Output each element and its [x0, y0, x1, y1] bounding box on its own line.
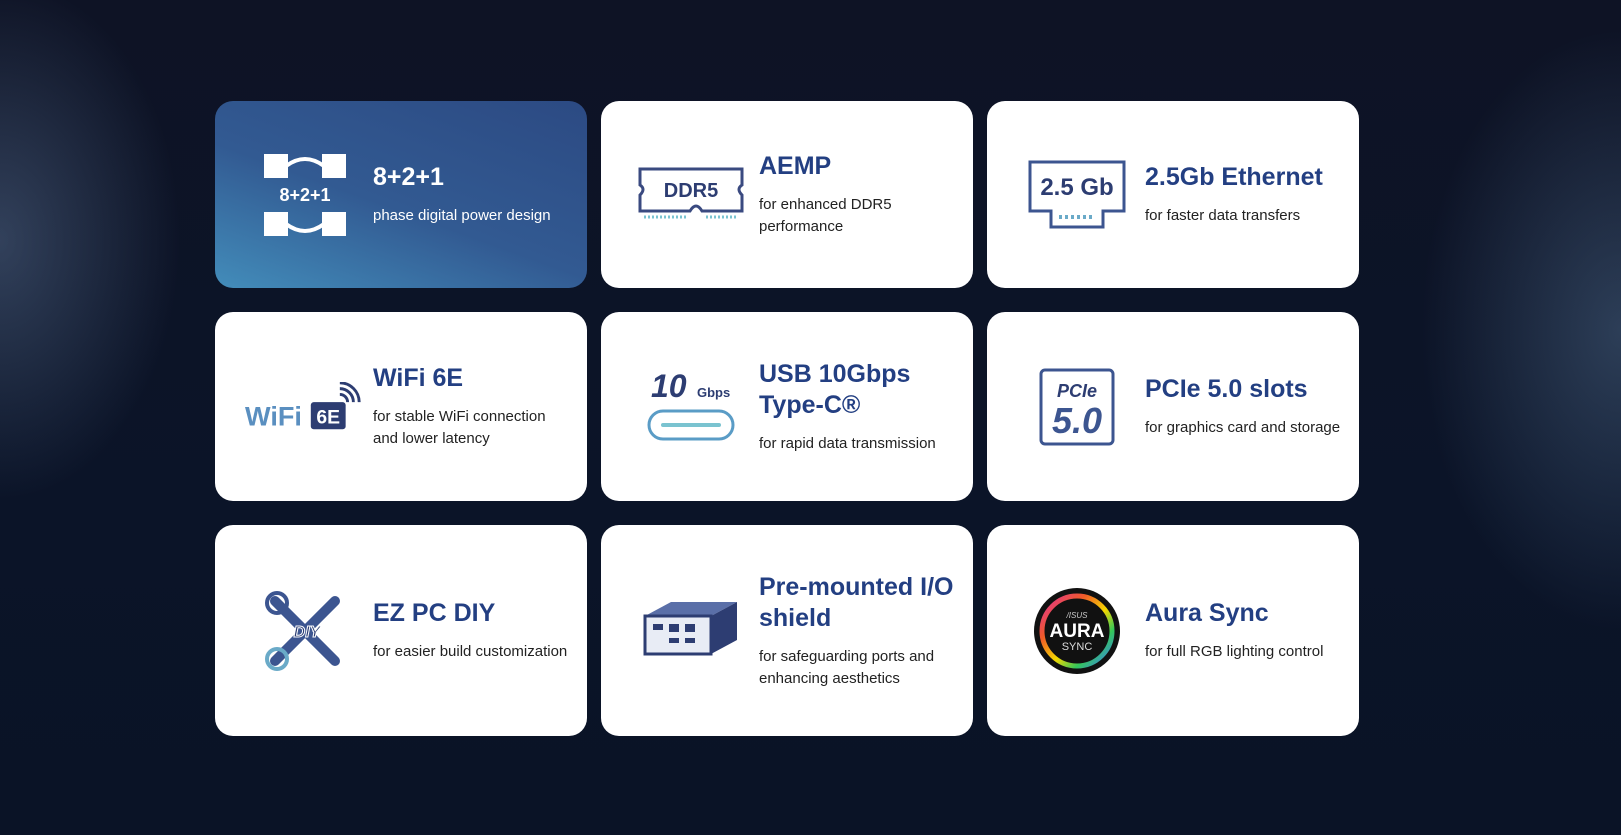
- diy-tools-icon: DIY: [245, 581, 365, 681]
- feature-title: 2.5Gb Ethernet: [1145, 163, 1323, 191]
- wifi-6e-icon: WiFi 6E: [245, 357, 365, 457]
- svg-text:5.0: 5.0: [1052, 400, 1102, 441]
- feature-title: 8+2+1: [373, 163, 444, 191]
- svg-text:SYNC: SYNC: [1062, 641, 1093, 653]
- svg-text:DDR5: DDR5: [664, 180, 718, 202]
- feature-desc: for easier build customization: [373, 643, 568, 660]
- svg-text:Gbps: Gbps: [697, 385, 730, 400]
- svg-text:2.5 Gb: 2.5 Gb: [1040, 174, 1113, 201]
- feature-desc: for full RGB lighting control: [1145, 643, 1324, 660]
- feature-card-ethernet: 2.5 Gb 2.5Gb Ethernet for faster data tra…: [987, 101, 1359, 288]
- feature-card-aemp: DDR5 AEMP for enhanced DDR5 performance: [601, 101, 973, 288]
- feature-title: Pre-mounted I/O shield: [759, 572, 954, 632]
- ethernet-port-icon: 2.5 Gb: [1017, 145, 1137, 245]
- feature-title: WiFi 6E: [373, 364, 464, 392]
- feature-title: AEMP: [759, 152, 832, 180]
- feature-card-wifi: WiFi 6E WiFi 6E for stable WiFi connection…: [215, 312, 587, 501]
- feature-card-pcie: PCIe 5.0 PCIe 5.0 slots for graphics card …: [987, 312, 1359, 501]
- svg-text:AURA: AURA: [1050, 621, 1105, 642]
- ddr5-memory-icon: DDR5: [631, 145, 751, 245]
- feature-desc: for rapid data transmission: [759, 434, 936, 452]
- feature-card-aura: /ISUS AURA SYNC Aura Sync for full RGB ligh…: [987, 525, 1359, 736]
- svg-text:8+2+1: 8+2+1: [279, 185, 330, 205]
- feature-desc: for stable WiFi connection and lower lat…: [373, 408, 546, 447]
- feature-card-io-shield: Pre-mounted I/O shield for safeguarding p…: [601, 525, 973, 736]
- feature-grid: 8+2+1 8+2+1 phase digital power design DD…: [215, 101, 1359, 736]
- feature-desc: phase digital power design: [373, 207, 551, 224]
- svg-text:6E: 6E: [316, 406, 340, 428]
- feature-card-usb: 10 Gbps USB 10Gbps Type-C® for rapid data …: [601, 312, 973, 501]
- io-shield-icon: [631, 581, 751, 681]
- svg-text:WiFi: WiFi: [245, 400, 302, 431]
- svg-text:PCIe: PCIe: [1057, 381, 1097, 401]
- svg-text:DIY: DIY: [294, 624, 322, 641]
- feature-title: USB 10Gbps Type-C®: [759, 359, 911, 419]
- feature-title: PCIe 5.0 slots: [1145, 375, 1308, 403]
- usb-c-icon: 10 Gbps: [631, 357, 751, 457]
- svg-text:/ISUS: /ISUS: [1066, 611, 1089, 620]
- power-phase-icon: 8+2+1: [245, 145, 365, 245]
- feature-title: Aura Sync: [1145, 599, 1269, 627]
- svg-text:10: 10: [651, 368, 687, 404]
- feature-desc: for graphics card and storage: [1145, 419, 1341, 436]
- aura-sync-logo: /ISUS AURA SYNC: [1017, 581, 1137, 681]
- feature-card-diy: DIY EZ PC DIY for easier build customizat…: [215, 525, 587, 736]
- feature-title: EZ PC DIY: [373, 599, 496, 627]
- feature-desc: for safeguarding ports and enhancing aes…: [759, 647, 935, 687]
- feature-card-power: 8+2+1 8+2+1 phase digital power design: [215, 101, 587, 288]
- feature-desc: for faster data transfers: [1145, 207, 1301, 224]
- pcie-icon: PCIe 5.0: [1017, 357, 1137, 457]
- feature-desc: for enhanced DDR5 performance: [759, 196, 892, 235]
